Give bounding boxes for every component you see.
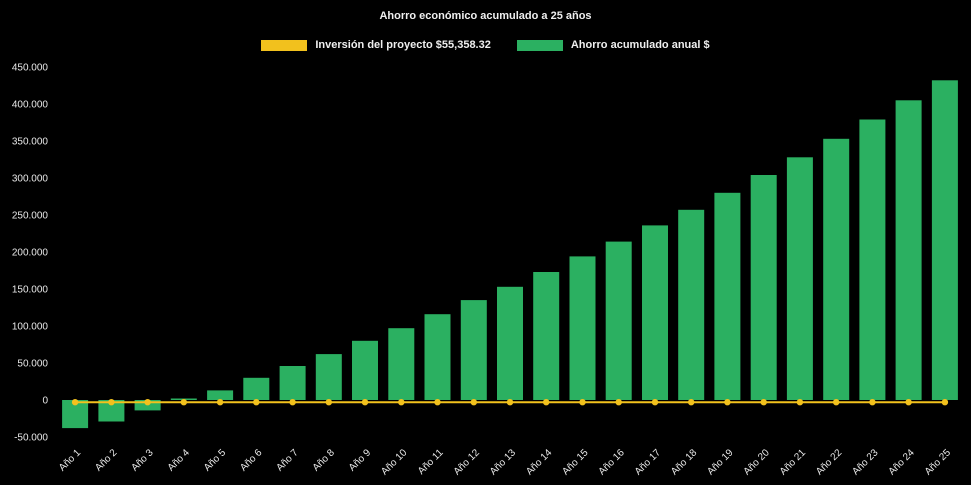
x-axis-tick-label: Año 3 bbox=[129, 447, 156, 474]
y-axis-tick-label: 0 bbox=[42, 396, 48, 407]
legend-swatch-savings bbox=[516, 39, 563, 51]
y-axis-tick-label: 100.000 bbox=[12, 322, 49, 333]
y-axis-tick-label: -50.000 bbox=[14, 433, 48, 444]
x-axis-tick-label: Año 25 bbox=[923, 447, 953, 477]
x-axis-tick-label: Año 17 bbox=[633, 447, 663, 477]
investment-line-marker bbox=[253, 399, 260, 406]
x-axis-tick-label: Año 10 bbox=[379, 447, 409, 477]
x-axis-tick-label: Año 6 bbox=[238, 447, 265, 474]
y-axis-tick-label: 300.000 bbox=[12, 174, 49, 185]
investment-line-marker bbox=[361, 399, 369, 406]
investment-line-marker bbox=[905, 399, 912, 406]
x-axis-tick-label: Año 22 bbox=[814, 447, 844, 477]
x-axis-tick-label: Año 21 bbox=[778, 447, 808, 477]
investment-line-marker bbox=[289, 399, 296, 406]
investment-line-marker bbox=[144, 399, 151, 406]
bar bbox=[352, 340, 378, 400]
bar bbox=[388, 328, 415, 400]
investment-line-marker bbox=[216, 399, 224, 406]
y-axis-tick-label: 200.000 bbox=[12, 248, 49, 259]
bar bbox=[895, 100, 922, 401]
x-axis-tick-label: Año 2 bbox=[93, 447, 120, 474]
investment-line-marker bbox=[615, 399, 622, 406]
bar bbox=[931, 80, 958, 401]
x-axis-tick-label: Año 8 bbox=[311, 447, 338, 474]
x-axis-tick-label: Año 9 bbox=[347, 447, 374, 474]
x-axis-tick-label: Año 5 bbox=[202, 447, 229, 474]
investment-line-marker bbox=[724, 399, 731, 406]
x-axis-tick-label: Año 13 bbox=[488, 447, 518, 477]
bar bbox=[243, 377, 270, 400]
bar bbox=[533, 272, 560, 400]
bar bbox=[678, 209, 705, 400]
investment-line-marker bbox=[470, 399, 477, 406]
y-axis-tick-label: 400.000 bbox=[12, 100, 49, 111]
x-axis-tick-label: Año 18 bbox=[669, 447, 699, 477]
x-axis-tick-label: Año 11 bbox=[416, 447, 446, 477]
bar bbox=[642, 225, 668, 400]
x-axis-tick-label: Año 16 bbox=[597, 447, 627, 477]
x-axis-tick-label: Año 14 bbox=[524, 447, 554, 477]
bar bbox=[424, 314, 451, 400]
investment-line-marker bbox=[543, 399, 550, 406]
investment-line-marker bbox=[760, 399, 767, 406]
x-axis-tick-label: Año 24 bbox=[887, 447, 917, 477]
legend-label-investment: Inversión del proyecto $55,358.32 bbox=[315, 39, 491, 51]
y-axis-tick-label: 350.000 bbox=[12, 137, 49, 148]
y-axis-tick-label: 250.000 bbox=[12, 211, 49, 222]
x-axis-tick-label: Año 7 bbox=[274, 447, 301, 474]
y-axis-tick-label: 450.000 bbox=[12, 63, 49, 74]
investment-line-marker bbox=[506, 399, 514, 406]
bar bbox=[460, 300, 487, 400]
investment-line-marker bbox=[796, 399, 804, 406]
bar bbox=[605, 241, 632, 400]
legend-item-investment[interactable]: Inversión del proyecto $55,358.32 bbox=[261, 39, 491, 51]
x-axis-tick-label: Año 23 bbox=[850, 447, 880, 477]
bar bbox=[315, 354, 342, 400]
investment-line-marker bbox=[180, 399, 187, 406]
investment-line-marker bbox=[941, 399, 949, 406]
bar bbox=[497, 286, 523, 400]
bar bbox=[786, 157, 813, 400]
investment-line-marker bbox=[71, 399, 79, 406]
x-axis-tick-label: Año 12 bbox=[452, 447, 482, 477]
investment-line-marker bbox=[108, 399, 115, 406]
bar bbox=[714, 192, 741, 400]
chart-title: Ahorro económico acumulado a 25 años bbox=[379, 10, 592, 22]
bar bbox=[859, 119, 886, 400]
legend: Inversión del proyecto $55,358.32 Ahorro… bbox=[0, 39, 971, 51]
investment-line-marker bbox=[434, 399, 441, 406]
y-axis-tick-label: 150.000 bbox=[12, 285, 49, 296]
bar bbox=[569, 256, 596, 400]
investment-line-marker bbox=[398, 399, 405, 406]
bar bbox=[823, 138, 850, 401]
x-axis-tick-label: Año 15 bbox=[560, 447, 590, 477]
investment-line-marker bbox=[579, 399, 586, 406]
investment-line-marker bbox=[833, 399, 840, 406]
investment-line-marker bbox=[651, 399, 659, 406]
bar bbox=[750, 175, 777, 400]
bar bbox=[207, 390, 234, 400]
legend-label-savings: Ahorro acumulado anual $ bbox=[570, 39, 710, 51]
legend-swatch-investment bbox=[261, 39, 308, 51]
x-axis-tick-label: Año 20 bbox=[742, 447, 772, 477]
investment-line-marker bbox=[325, 399, 332, 406]
bar bbox=[279, 366, 306, 400]
x-axis-tick-label: Año 4 bbox=[166, 447, 193, 474]
y-axis-tick-label: 50.000 bbox=[17, 359, 48, 370]
bar bbox=[98, 400, 125, 422]
legend-item-savings[interactable]: Ahorro acumulado anual $ bbox=[516, 39, 710, 51]
x-axis-tick-label: Año 1 bbox=[57, 447, 84, 474]
x-axis-tick-label: Año 19 bbox=[705, 447, 735, 477]
investment-line-marker bbox=[869, 399, 876, 406]
investment-line-marker bbox=[688, 399, 695, 406]
